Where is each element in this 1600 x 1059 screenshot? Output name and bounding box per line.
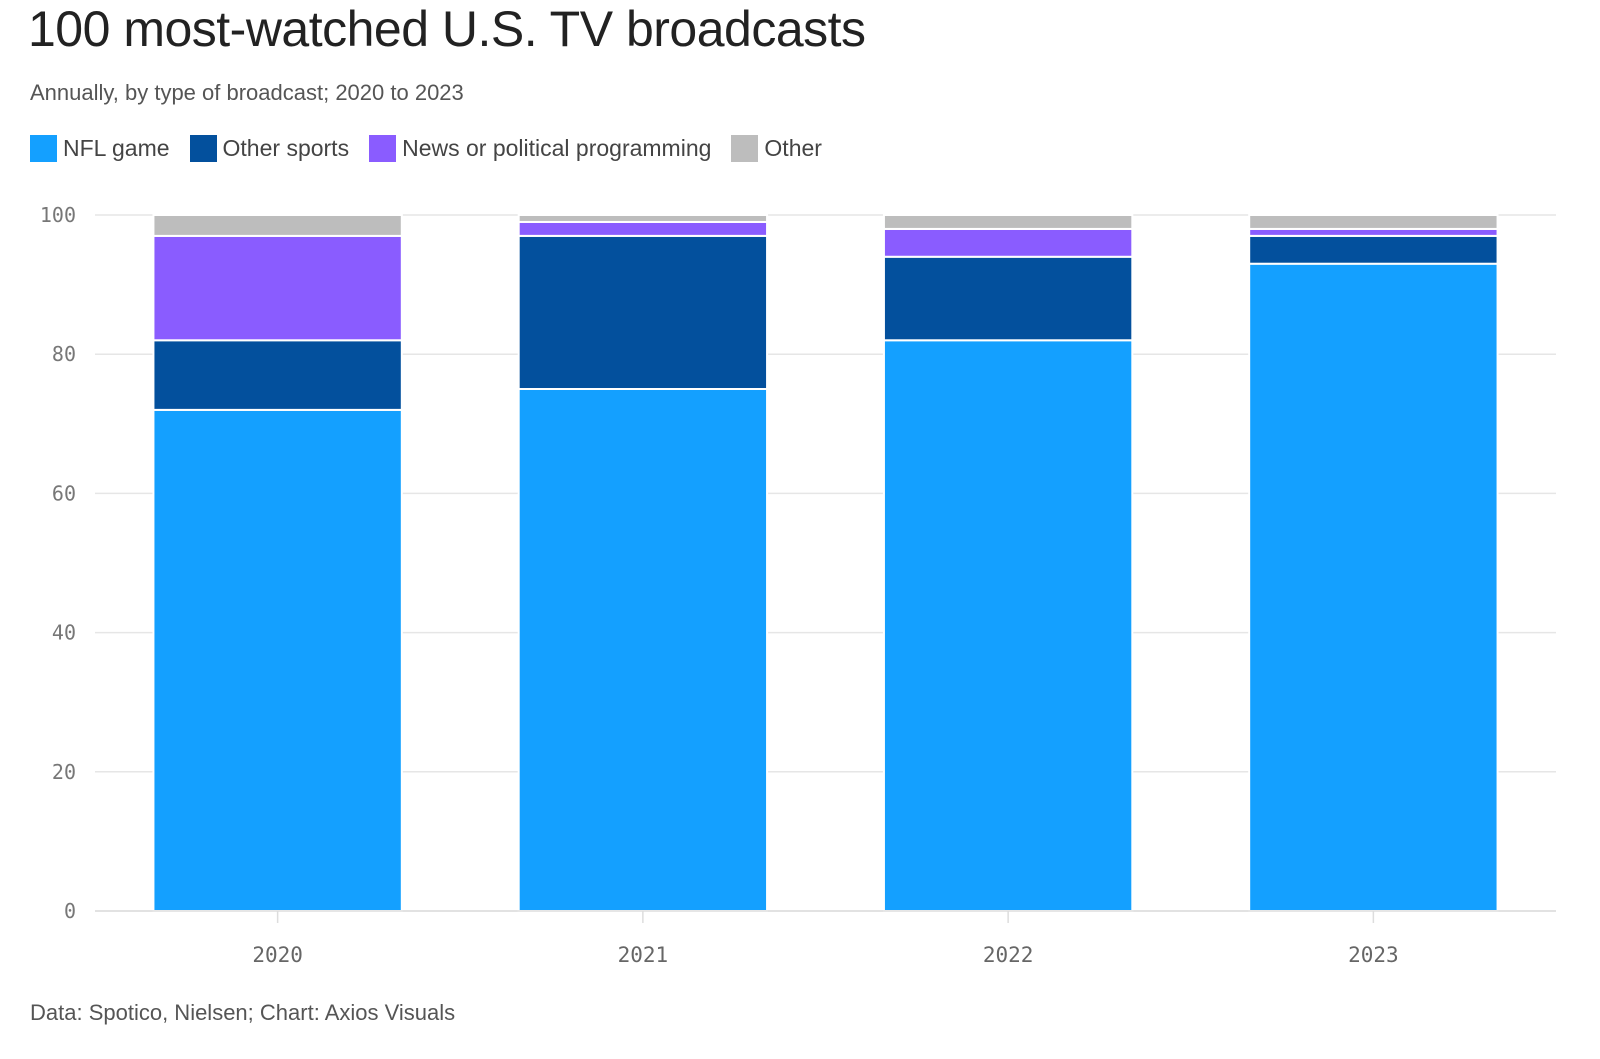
bar-segment-other-sports xyxy=(517,234,769,390)
x-tick-label: 2022 xyxy=(983,943,1034,967)
y-tick-label: 80 xyxy=(52,342,76,366)
x-tick-label: 2020 xyxy=(252,943,303,967)
y-tick-label: 60 xyxy=(52,481,76,505)
bar-segment-other-sports xyxy=(1248,234,1499,265)
chart-subtitle: Annually, by type of broadcast; 2020 to … xyxy=(30,80,464,105)
y-tick-label: 100 xyxy=(40,203,76,227)
legend-item: Other sports xyxy=(189,135,350,162)
y-tick-label: 40 xyxy=(52,621,76,645)
legend-label: Other sports xyxy=(222,135,350,161)
legend-item: NFL game xyxy=(30,135,170,162)
legend-swatch xyxy=(30,135,57,162)
legend-item: News or political programming xyxy=(369,135,711,162)
y-tick-label: 20 xyxy=(52,760,76,784)
legend-swatch xyxy=(731,135,759,162)
bar-segment-other xyxy=(882,214,1134,230)
bar-segment-news-or-political-programming xyxy=(882,227,1134,258)
bar-segment-news-or-political-programming xyxy=(152,234,403,342)
bar-segment-other xyxy=(517,214,769,223)
bar-segment-news-or-political-programming xyxy=(517,220,769,237)
source-note: Data: Spotico, Nielsen; Chart: Axios Vis… xyxy=(30,1000,456,1025)
bar-segment-nfl-game xyxy=(1248,262,1499,913)
bar-segment-other-sports xyxy=(882,255,1134,342)
legend-label: Other xyxy=(764,135,822,161)
bar-segment-nfl-game xyxy=(882,339,1134,912)
bar-segment-news-or-political-programming xyxy=(1248,227,1499,237)
bar-segment-other xyxy=(152,214,403,237)
legend: NFL game Other sports News or political pr… xyxy=(30,135,842,162)
bar-segment-other xyxy=(1248,214,1499,230)
bar-segment-nfl-game xyxy=(152,408,403,912)
y-tick-label: 0 xyxy=(64,899,76,923)
legend-swatch xyxy=(189,135,217,162)
stacked-bar-chart: 0 20 40 60 80 100 2020 2021 2022 2023 xyxy=(40,203,1556,967)
legend-label: News or political programming xyxy=(402,135,712,161)
bar-segment-other-sports xyxy=(152,339,403,411)
x-tick-label: 2023 xyxy=(1348,943,1399,967)
legend-swatch xyxy=(369,135,397,162)
bar-segment-nfl-game xyxy=(517,388,769,912)
legend-item: Other xyxy=(731,135,822,162)
x-tick-label: 2021 xyxy=(618,943,669,967)
legend-label: NFL game xyxy=(63,135,170,161)
chart-title: 100 most-watched U.S. TV broadcasts xyxy=(28,1,866,57)
